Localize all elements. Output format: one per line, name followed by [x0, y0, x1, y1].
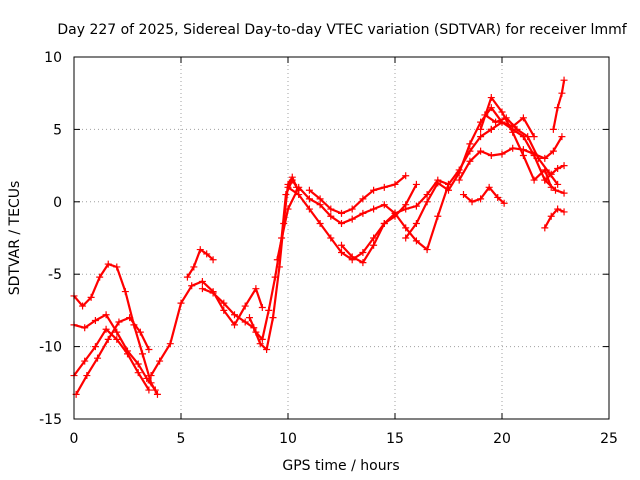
y-tick-label: -10	[39, 340, 62, 356]
data-point	[554, 104, 561, 111]
data-point	[561, 77, 568, 84]
data-point	[558, 90, 565, 97]
data-point	[199, 285, 206, 292]
x-tick-label: 0	[70, 431, 79, 447]
y-tick-label: 10	[44, 50, 62, 66]
data-point	[370, 206, 377, 213]
data-point	[113, 263, 120, 270]
data-point	[434, 213, 441, 220]
satellite-series	[338, 126, 495, 266]
satellite-series	[148, 278, 266, 379]
satellite-series	[184, 246, 217, 281]
satellite-series	[541, 206, 567, 232]
data-point	[561, 190, 568, 197]
x-tick-label: 25	[600, 431, 618, 447]
plot-frame	[74, 57, 609, 419]
y-tick-label: 0	[53, 195, 62, 211]
series-line	[202, 177, 296, 349]
data-point	[246, 314, 253, 321]
data-point	[561, 208, 568, 215]
data-point	[550, 126, 557, 133]
y-tick-label: -5	[48, 267, 62, 283]
data-point	[122, 288, 129, 295]
series-line	[76, 318, 149, 395]
y-tick-label: 5	[53, 122, 62, 138]
data-point	[259, 304, 266, 311]
y-axis-label: SDTVAR / TECUs	[7, 181, 23, 296]
x-axis-label: GPS time / hours	[282, 458, 399, 474]
satellite-series	[306, 172, 409, 217]
satellite-series	[550, 77, 568, 133]
series-line	[151, 281, 262, 375]
series-line	[553, 80, 564, 129]
data-point	[520, 152, 527, 159]
data-point	[270, 314, 277, 321]
data-point	[381, 184, 388, 191]
grid	[74, 57, 609, 419]
x-tick-label: 5	[177, 431, 186, 447]
chart-title: Day 227 of 2025, Sidereal Day-to-day VTE…	[57, 22, 627, 38]
x-tick-label: 20	[493, 431, 511, 447]
x-tick-label: 10	[279, 431, 297, 447]
data-point	[338, 210, 345, 217]
data-point	[265, 307, 272, 314]
y-tick-label: -15	[39, 412, 62, 428]
data-point	[561, 162, 568, 169]
sdtvar-chart: Day 227 of 2025, Sidereal Day-to-day VTE…	[0, 0, 640, 480]
axis-ticks: 0 5 10 15 20 25 -15 -10 -5 0 5 10	[39, 50, 618, 447]
x-tick-label: 15	[386, 431, 404, 447]
satellite-series	[460, 184, 508, 207]
data-point	[488, 152, 495, 159]
data-point	[139, 350, 146, 357]
data-traces	[71, 77, 568, 398]
